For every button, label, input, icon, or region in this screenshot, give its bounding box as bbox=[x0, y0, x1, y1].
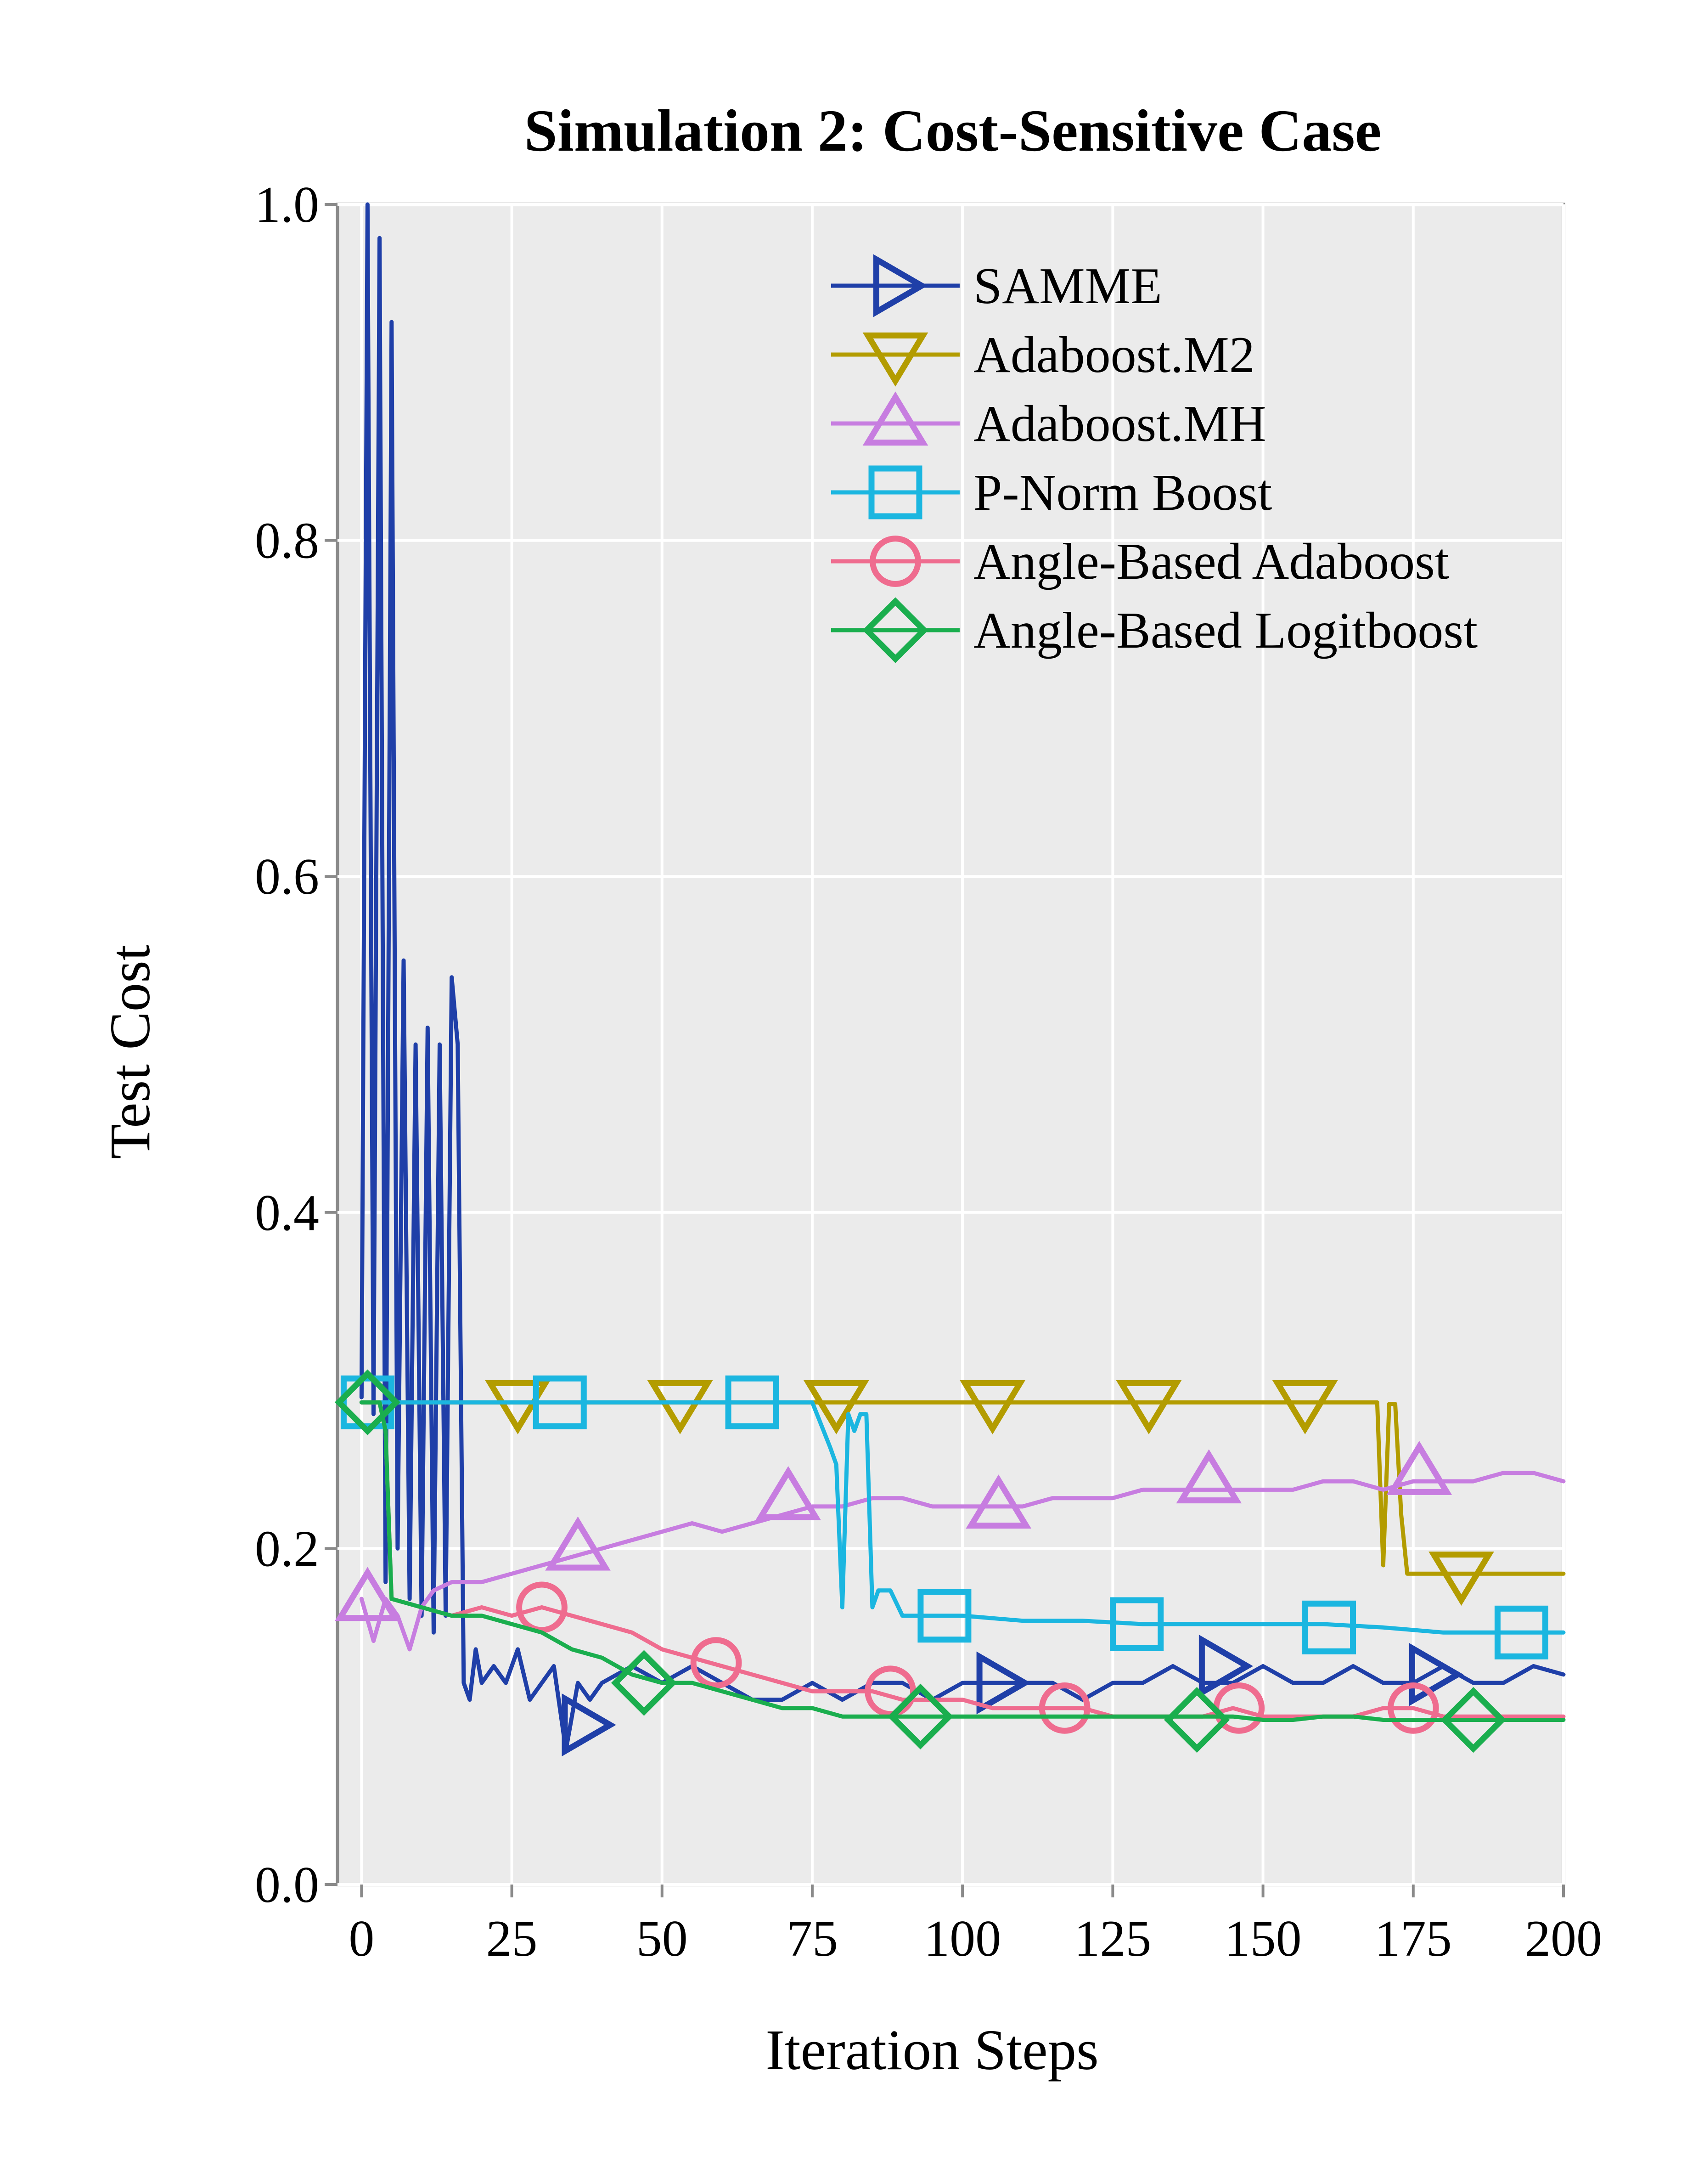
y-tick-label: 1.0 bbox=[255, 176, 319, 233]
legend: SAMME Adaboost.M2 Adaboost.MH P-Norm Boost A… bbox=[831, 254, 1478, 663]
x-tick-label: 150 bbox=[1225, 1910, 1302, 1967]
y-tick-label: 0.6 bbox=[255, 848, 319, 905]
x-tick-label: 0 bbox=[349, 1910, 374, 1967]
series-marker-adaboost-mh bbox=[335, 1567, 400, 1621]
series-marker-angle-based-adaboost bbox=[1039, 1682, 1091, 1734]
series-adaboost-mh bbox=[335, 1441, 1566, 1652]
series-line-adaboost-mh bbox=[359, 1471, 1566, 1652]
x-tick-label: 25 bbox=[486, 1910, 538, 1967]
legend-item-adaboost-m2: Adaboost.M2 bbox=[831, 327, 1255, 387]
series-marker-samme bbox=[976, 1651, 1031, 1715]
axes: 0 25 50 75 100 125 150 175 200 0.0 0.2 0.4 0.6 0.8 1.0 bbox=[255, 176, 1602, 1967]
x-tick-label: 50 bbox=[636, 1910, 688, 1967]
series-marker-p-norm-boost bbox=[1302, 1600, 1356, 1654]
series-marker-adaboost-m2 bbox=[1272, 1380, 1338, 1434]
series-marker-angle-based-adaboost bbox=[1387, 1682, 1439, 1734]
y-tick-label: 0.4 bbox=[255, 1185, 319, 1242]
y-tick-label: 0.2 bbox=[255, 1520, 319, 1577]
series-marker-angle-based-adaboost bbox=[516, 1581, 568, 1633]
legend-marker bbox=[868, 465, 922, 519]
plot-area bbox=[336, 203, 1565, 1886]
series-marker-adaboost-m2 bbox=[1116, 1380, 1182, 1434]
legend-item-adaboost-mh: Adaboost.MH bbox=[831, 391, 1266, 452]
y-axis-label: Test Cost bbox=[99, 945, 162, 1159]
series-marker-angle-based-logitboost bbox=[334, 1369, 401, 1435]
legend-label: P-Norm Boost bbox=[973, 464, 1272, 521]
series-layer bbox=[334, 202, 1566, 1756]
series-marker-angle-based-logitboost bbox=[1440, 1687, 1507, 1753]
series-marker-adaboost-m2 bbox=[1428, 1552, 1494, 1606]
series-p-norm-boost bbox=[340, 1375, 1566, 1659]
series-marker-adaboost-mh bbox=[545, 1516, 611, 1571]
series-marker-adaboost-mh bbox=[1176, 1449, 1242, 1504]
legend-marker bbox=[873, 254, 928, 317]
series-marker-angle-based-adaboost bbox=[690, 1637, 742, 1689]
series-marker-adaboost-m2 bbox=[485, 1380, 551, 1434]
series-marker-adaboost-mh bbox=[1386, 1441, 1452, 1495]
legend-label: Adaboost.M2 bbox=[973, 327, 1255, 384]
series-marker-adaboost-m2 bbox=[647, 1380, 713, 1434]
series-marker-p-norm-boost bbox=[1110, 1597, 1164, 1651]
series-marker-angle-based-logitboost bbox=[887, 1683, 954, 1749]
legend-marker bbox=[862, 332, 928, 387]
legend-marker bbox=[862, 391, 928, 446]
series-angle-based-logitboost bbox=[334, 1369, 1566, 1753]
series-line-p-norm-boost bbox=[359, 1400, 1566, 1635]
y-tick-label: 0.8 bbox=[255, 513, 319, 570]
legend-label: Adaboost.MH bbox=[973, 395, 1266, 452]
series-marker-p-norm-boost bbox=[917, 1589, 972, 1643]
series-marker-angle-based-logitboost bbox=[1164, 1687, 1230, 1753]
legend-label: SAMME bbox=[973, 258, 1162, 315]
legend-item-angle-based-adaboost: Angle-Based Adaboost bbox=[831, 533, 1449, 590]
legend-label: Angle-Based Logitboost bbox=[973, 602, 1478, 659]
legend-item-p-norm-boost: P-Norm Boost bbox=[831, 464, 1272, 521]
x-tick-label: 200 bbox=[1525, 1910, 1602, 1967]
x-tick-label: 175 bbox=[1375, 1910, 1452, 1967]
x-tick-label: 100 bbox=[924, 1910, 1001, 1967]
grid bbox=[337, 203, 1565, 1886]
series-marker-p-norm-boost bbox=[340, 1375, 394, 1429]
x-axis-label: Iteration Steps bbox=[765, 2019, 1099, 2082]
series-marker-samme bbox=[562, 1693, 616, 1756]
x-tick-label: 75 bbox=[787, 1910, 838, 1967]
legend-label: Angle-Based Adaboost bbox=[973, 533, 1449, 590]
y-tick-label: 0.0 bbox=[255, 1857, 319, 1913]
series-marker-angle-based-logitboost bbox=[611, 1650, 677, 1716]
legend-item-samme: SAMME bbox=[831, 254, 1162, 317]
series-marker-samme bbox=[1409, 1643, 1464, 1706]
legend-marker bbox=[870, 536, 921, 587]
series-line-angle-based-logitboost bbox=[359, 1400, 1566, 1722]
legend-marker bbox=[862, 597, 928, 663]
legend-item-angle-based-logitboost: Angle-Based Logitboost bbox=[831, 597, 1478, 663]
series-marker-p-norm-boost bbox=[725, 1375, 779, 1429]
series-marker-adaboost-mh bbox=[755, 1466, 821, 1520]
series-marker-adaboost-mh bbox=[966, 1474, 1032, 1529]
series-marker-adaboost-m2 bbox=[803, 1380, 869, 1434]
chart-title: Simulation 2: Cost-Sensitive Case bbox=[524, 98, 1382, 164]
series-marker-p-norm-boost bbox=[1494, 1605, 1548, 1659]
x-tick-label: 125 bbox=[1074, 1910, 1151, 1967]
series-marker-p-norm-boost bbox=[533, 1375, 587, 1429]
series-marker-adaboost-m2 bbox=[960, 1380, 1025, 1434]
series-marker-samme bbox=[1198, 1634, 1254, 1698]
